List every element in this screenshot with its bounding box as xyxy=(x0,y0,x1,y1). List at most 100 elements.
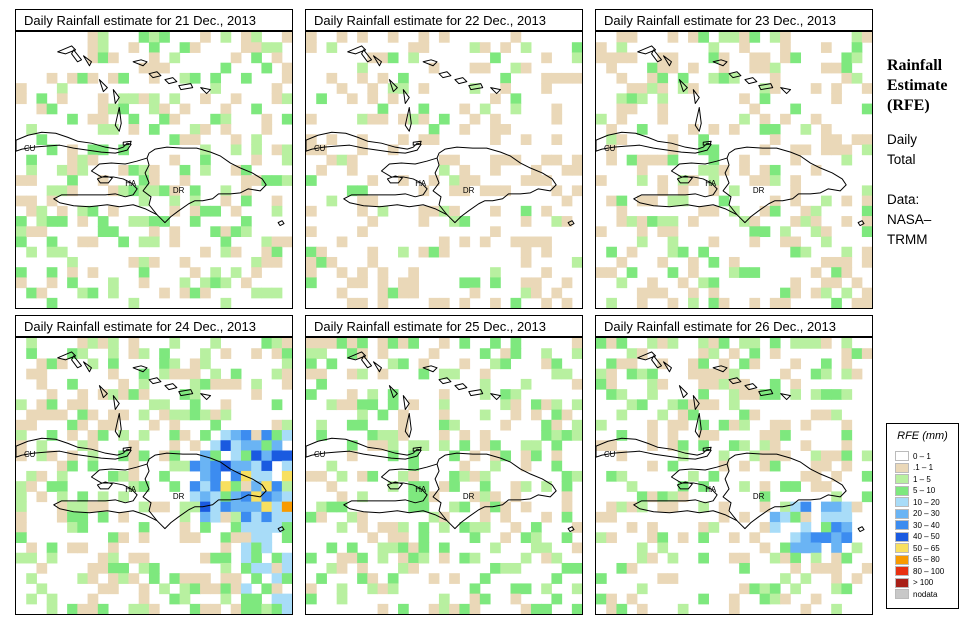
rainfall-cell xyxy=(46,216,58,227)
rainfall-cell xyxy=(316,246,327,258)
rainfall-cell xyxy=(281,62,292,74)
rainfall-cell xyxy=(841,583,853,595)
rainfall-cell xyxy=(606,52,617,64)
rainfall-cell xyxy=(479,593,491,605)
rainfall-cell xyxy=(108,583,119,595)
rainfall-cell xyxy=(220,195,232,207)
rainfall-cell xyxy=(367,470,379,482)
rainfall-cell xyxy=(16,522,27,533)
rainfall-cell xyxy=(626,154,638,166)
rainfall-cell xyxy=(200,501,211,513)
rainfall-cell xyxy=(306,134,317,145)
rainfall-cell xyxy=(138,256,150,268)
rainfall-cell xyxy=(636,348,648,359)
rainfall-cell xyxy=(769,378,781,390)
rainfall-cell xyxy=(16,226,27,238)
rainfall-cell xyxy=(780,593,791,605)
rainfall-cell xyxy=(541,419,552,431)
rainfall-cell xyxy=(357,72,368,84)
rainfall-cell xyxy=(251,389,262,400)
rainfall-cell xyxy=(261,491,273,503)
rainfall-cell xyxy=(769,389,781,400)
rainfall-cell xyxy=(189,583,201,595)
rainfall-cell xyxy=(336,501,348,513)
rainfall-cell xyxy=(479,470,491,482)
rainfall-cell xyxy=(118,164,129,176)
rainfall-cell xyxy=(551,368,563,380)
rainfall-cell xyxy=(749,338,761,349)
rainfall-cell xyxy=(596,573,607,584)
rainfall-cell xyxy=(77,164,89,176)
rainfall-cell xyxy=(810,368,822,380)
rainfall-cell xyxy=(189,134,201,145)
rainfall-cell xyxy=(626,348,638,359)
rainfall-cell xyxy=(240,501,252,513)
rainfall-cell xyxy=(336,522,348,533)
rainfall-cell xyxy=(520,62,532,74)
rainfall-cell xyxy=(571,522,582,533)
rainfall-cell xyxy=(780,226,791,238)
rainfall-cell xyxy=(490,501,501,513)
rainfall-cell xyxy=(36,226,48,238)
rainfall-cell xyxy=(688,62,699,74)
rainfall-cell xyxy=(316,511,327,523)
rainfall-cell xyxy=(841,552,853,564)
country-label-dominican-republic: DR xyxy=(173,492,185,501)
rainfall-cell xyxy=(67,450,78,462)
rainfall-cell xyxy=(408,542,419,554)
rainfall-cell xyxy=(418,491,430,503)
rainfall-cell xyxy=(251,573,262,584)
rainfall-cell xyxy=(16,430,27,441)
rainfall-cell xyxy=(677,440,689,451)
rainfall-cell xyxy=(790,552,802,564)
rainfall-cell xyxy=(26,348,37,359)
product-title: Rainfall Estimate (RFE) xyxy=(887,56,947,116)
rainfall-cell xyxy=(97,501,109,513)
rainfall-cell xyxy=(698,358,709,370)
rainfall-cell xyxy=(749,52,761,64)
rainfall-cell xyxy=(261,256,273,268)
rainfall-cell xyxy=(200,481,211,492)
rainfall-cell xyxy=(780,113,791,125)
rainfall-cell xyxy=(16,216,27,227)
rainfall-cell xyxy=(357,399,368,411)
rainfall-cell xyxy=(780,450,791,462)
rainfall-cell xyxy=(459,175,471,186)
rainfall-cell xyxy=(138,175,150,186)
rainfall-cell xyxy=(251,450,262,462)
rainfall-cell xyxy=(749,267,761,278)
rainfall-cell xyxy=(541,511,552,523)
rainfall-cell xyxy=(56,216,68,227)
rainfall-cell xyxy=(87,460,99,472)
rainfall-cell xyxy=(261,113,273,125)
rainfall-cell xyxy=(688,32,699,43)
rainfall-cell xyxy=(500,389,512,400)
rainfall-cell xyxy=(790,532,802,544)
rainfall-cell xyxy=(118,185,129,197)
rainfall-cell xyxy=(26,470,37,482)
rainfall-cell xyxy=(657,113,669,125)
rainfall-cell xyxy=(230,378,242,390)
border-outline xyxy=(142,157,158,215)
rainfall-cell xyxy=(108,409,119,421)
rainfall-cell xyxy=(77,573,89,584)
rainfall-cell xyxy=(759,164,771,176)
rainfall-cell xyxy=(500,501,512,513)
rainfall-cell xyxy=(46,246,58,258)
rainfall-cell xyxy=(851,42,863,53)
rainfall-cell xyxy=(459,358,471,370)
rainfall-cell xyxy=(616,358,628,370)
rainfall-cell xyxy=(861,205,872,217)
rainfall-cell xyxy=(210,450,222,462)
rainfall-cell xyxy=(138,164,150,176)
rainfall-cell xyxy=(657,83,669,94)
rainfall-cell xyxy=(561,501,573,513)
gonave-outline xyxy=(96,175,113,184)
rainfall-cell xyxy=(449,205,460,217)
rainfall-cell xyxy=(77,440,89,451)
rainfall-cell xyxy=(769,430,781,441)
rainfall-cell xyxy=(769,83,781,94)
rainfall-cell xyxy=(271,511,283,523)
rainfall-cell xyxy=(46,552,58,564)
